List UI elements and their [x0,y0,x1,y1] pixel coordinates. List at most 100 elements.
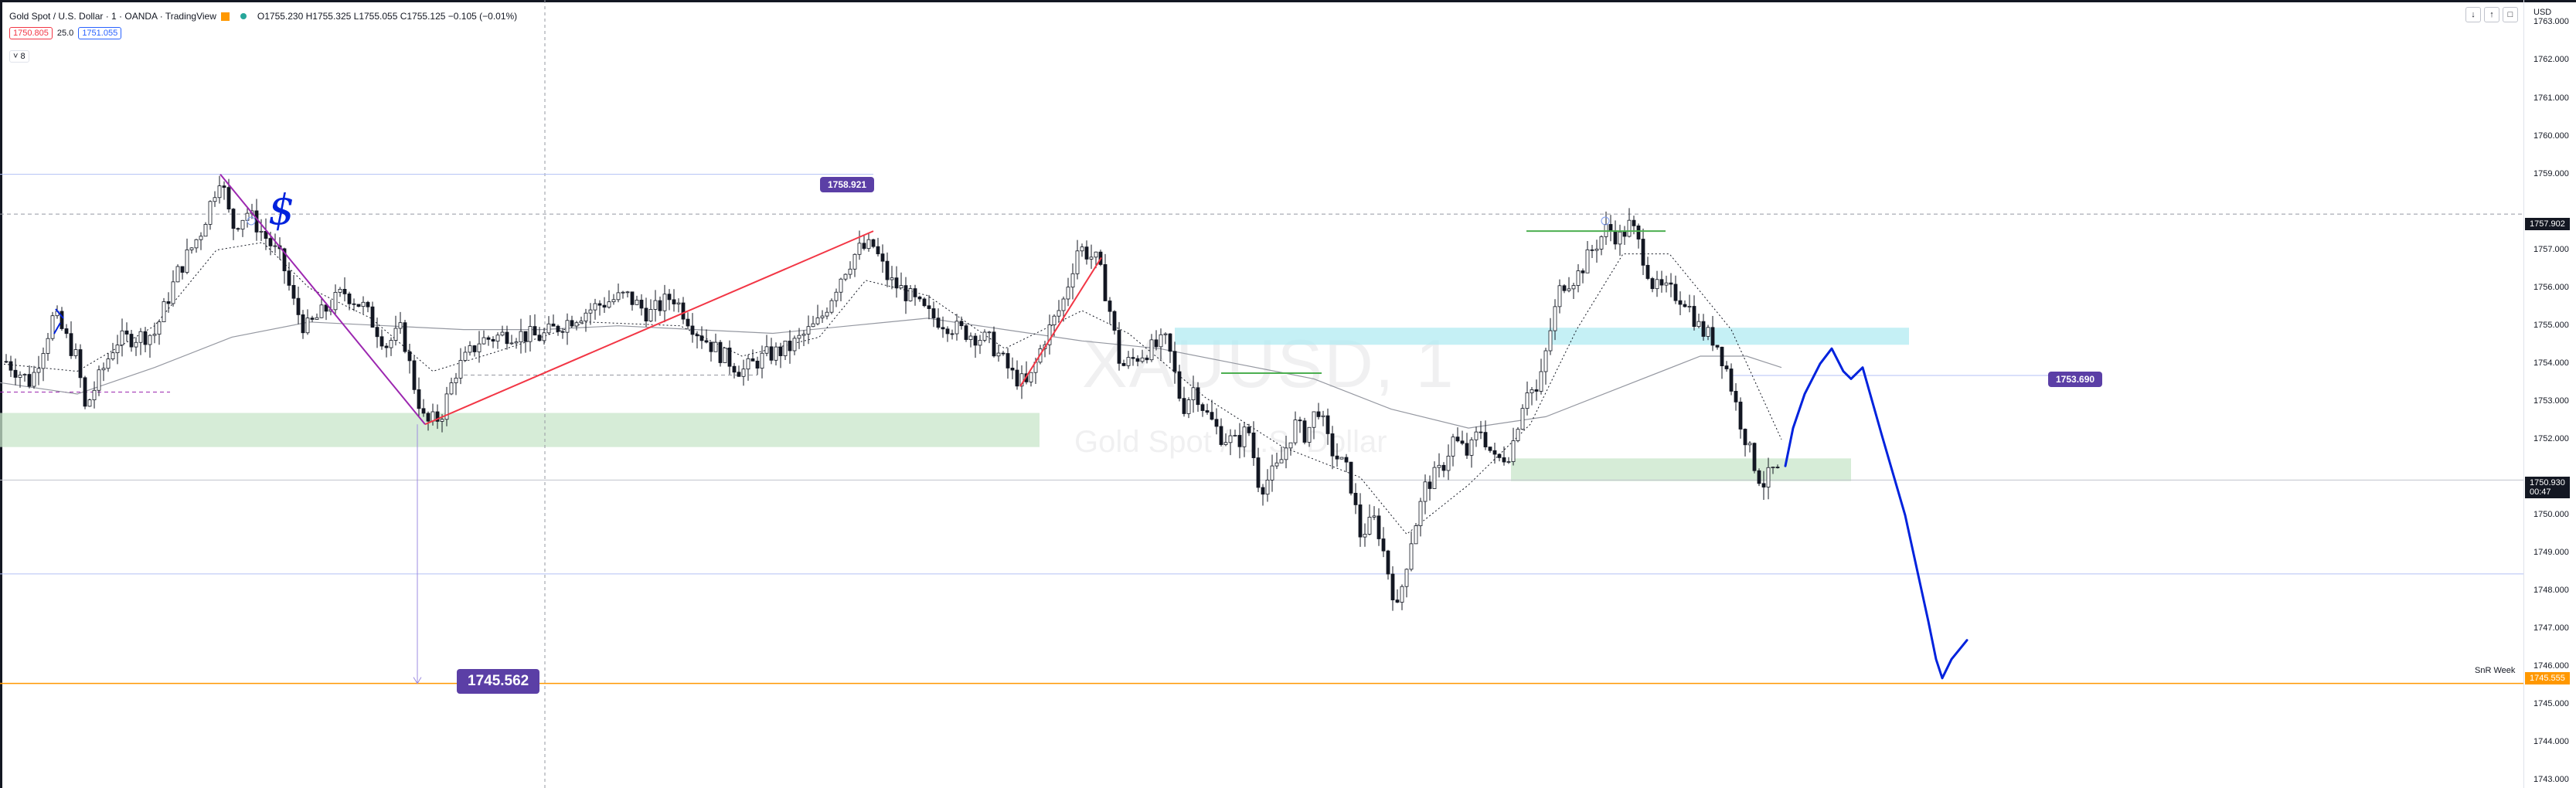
candle-body [398,322,403,329]
candle-body [523,331,528,342]
candle-body [1655,279,1659,290]
candle-body [1186,399,1191,414]
price-axis-label: 1748.000 [2533,586,2569,595]
candle-body [1418,501,1423,526]
candle-body [171,281,175,304]
candle-body [1581,270,1585,273]
candle-body [1455,436,1460,442]
candle-body [699,335,704,341]
candle-body [203,223,208,237]
candle-body [111,352,115,360]
candle-body [472,345,477,352]
indicators-toggle[interactable]: ˅ 8 [9,50,29,63]
candle-body [931,308,936,319]
candle-body [1325,415,1330,434]
candle-body [1265,479,1270,495]
target-price-tag[interactable]: 1745.562 [457,669,540,694]
candle-body [491,338,495,342]
move-up-icon[interactable]: ↑ [2484,7,2499,22]
candle-body [1223,442,1228,445]
trendline-2 [219,173,426,425]
candle-body [1191,387,1196,400]
candle-body [454,377,458,383]
candle-body [1437,464,1441,468]
candle-body [1121,362,1126,366]
candle-body [36,368,41,373]
price-axis-label: 1760.000 [2533,131,2569,141]
candle-body [1390,573,1395,600]
buy-button[interactable]: 1751.055 [78,27,122,39]
candle-body [240,219,245,230]
candle-body [1284,447,1288,460]
candle-body [1622,231,1627,237]
maximize-icon[interactable]: □ [2503,7,2518,22]
zone-2 [1511,458,1851,481]
candle-body [458,360,463,379]
candle-body [417,389,421,409]
candle-body [1483,432,1488,447]
price-axis-label: 1749.000 [2533,547,2569,557]
candle-body [1761,483,1766,487]
anchor-point-right [1601,216,1610,226]
sell-button[interactable]: 1750.805 [9,27,53,39]
currency-selector[interactable]: USD [2533,8,2552,17]
candle-body [213,197,217,202]
resistance-price-tag[interactable]: 1753.690 [2048,372,2103,387]
candle-body [342,289,347,294]
candle-body [268,238,273,246]
candle-body [1182,398,1186,414]
candle-body [1006,353,1010,369]
candle-body [1423,481,1428,502]
candle-body [1511,440,1516,462]
candle-body [1200,404,1205,411]
high-price-tag[interactable]: 1758.921 [820,177,875,192]
candle-body [41,353,46,369]
price-chart-canvas[interactable]: $ [0,0,2523,788]
flag-icon[interactable] [220,12,230,21]
candle-body [1469,439,1474,456]
candle-body [1613,230,1618,245]
candle-body [713,341,718,352]
candle-body [723,347,727,363]
price-axis-label: 1743.000 [2533,775,2569,785]
candle-body [1747,443,1752,446]
candle-body [676,302,681,304]
candle-body [982,331,987,341]
candle-body [602,304,607,308]
candle-body [653,300,658,310]
candle-body [1145,357,1149,361]
candle-body [477,343,482,352]
price-axis-label: 1746.000 [2533,661,2569,671]
candle-body [1641,239,1645,266]
candle-body [1330,433,1335,457]
ma-fast-line [0,242,1782,535]
price-axis-label: 1755.000 [2533,320,2569,330]
move-down-icon[interactable]: ↓ [2465,7,2481,22]
candle-body [361,301,366,307]
candle-body [514,341,519,344]
candle-body [1117,330,1121,364]
candle-body [1066,287,1070,300]
candle-body [588,309,593,314]
candle-body [718,341,723,363]
candle-body [1112,311,1117,331]
candle-body [18,375,22,378]
market-status-icon [240,13,247,19]
candle-body [1650,278,1655,290]
candle-body [435,411,440,422]
candle-body [978,340,982,346]
candle-body [226,187,231,210]
candle-body [1683,304,1687,307]
symbol-title[interactable]: Gold Spot / U.S. Dollar · 1 · OANDA · Tr… [9,11,216,22]
candle-body [208,201,213,225]
candle-body [987,331,992,334]
snr-week-label: SnR Week [2475,666,2516,675]
candle-body [565,320,570,333]
candle-body [1701,321,1706,337]
candle-body [537,335,542,341]
candle-body [166,301,171,304]
candle-body [1233,435,1237,436]
candle-body [500,331,505,336]
candle-body [1567,288,1571,291]
candle-body [528,326,533,342]
